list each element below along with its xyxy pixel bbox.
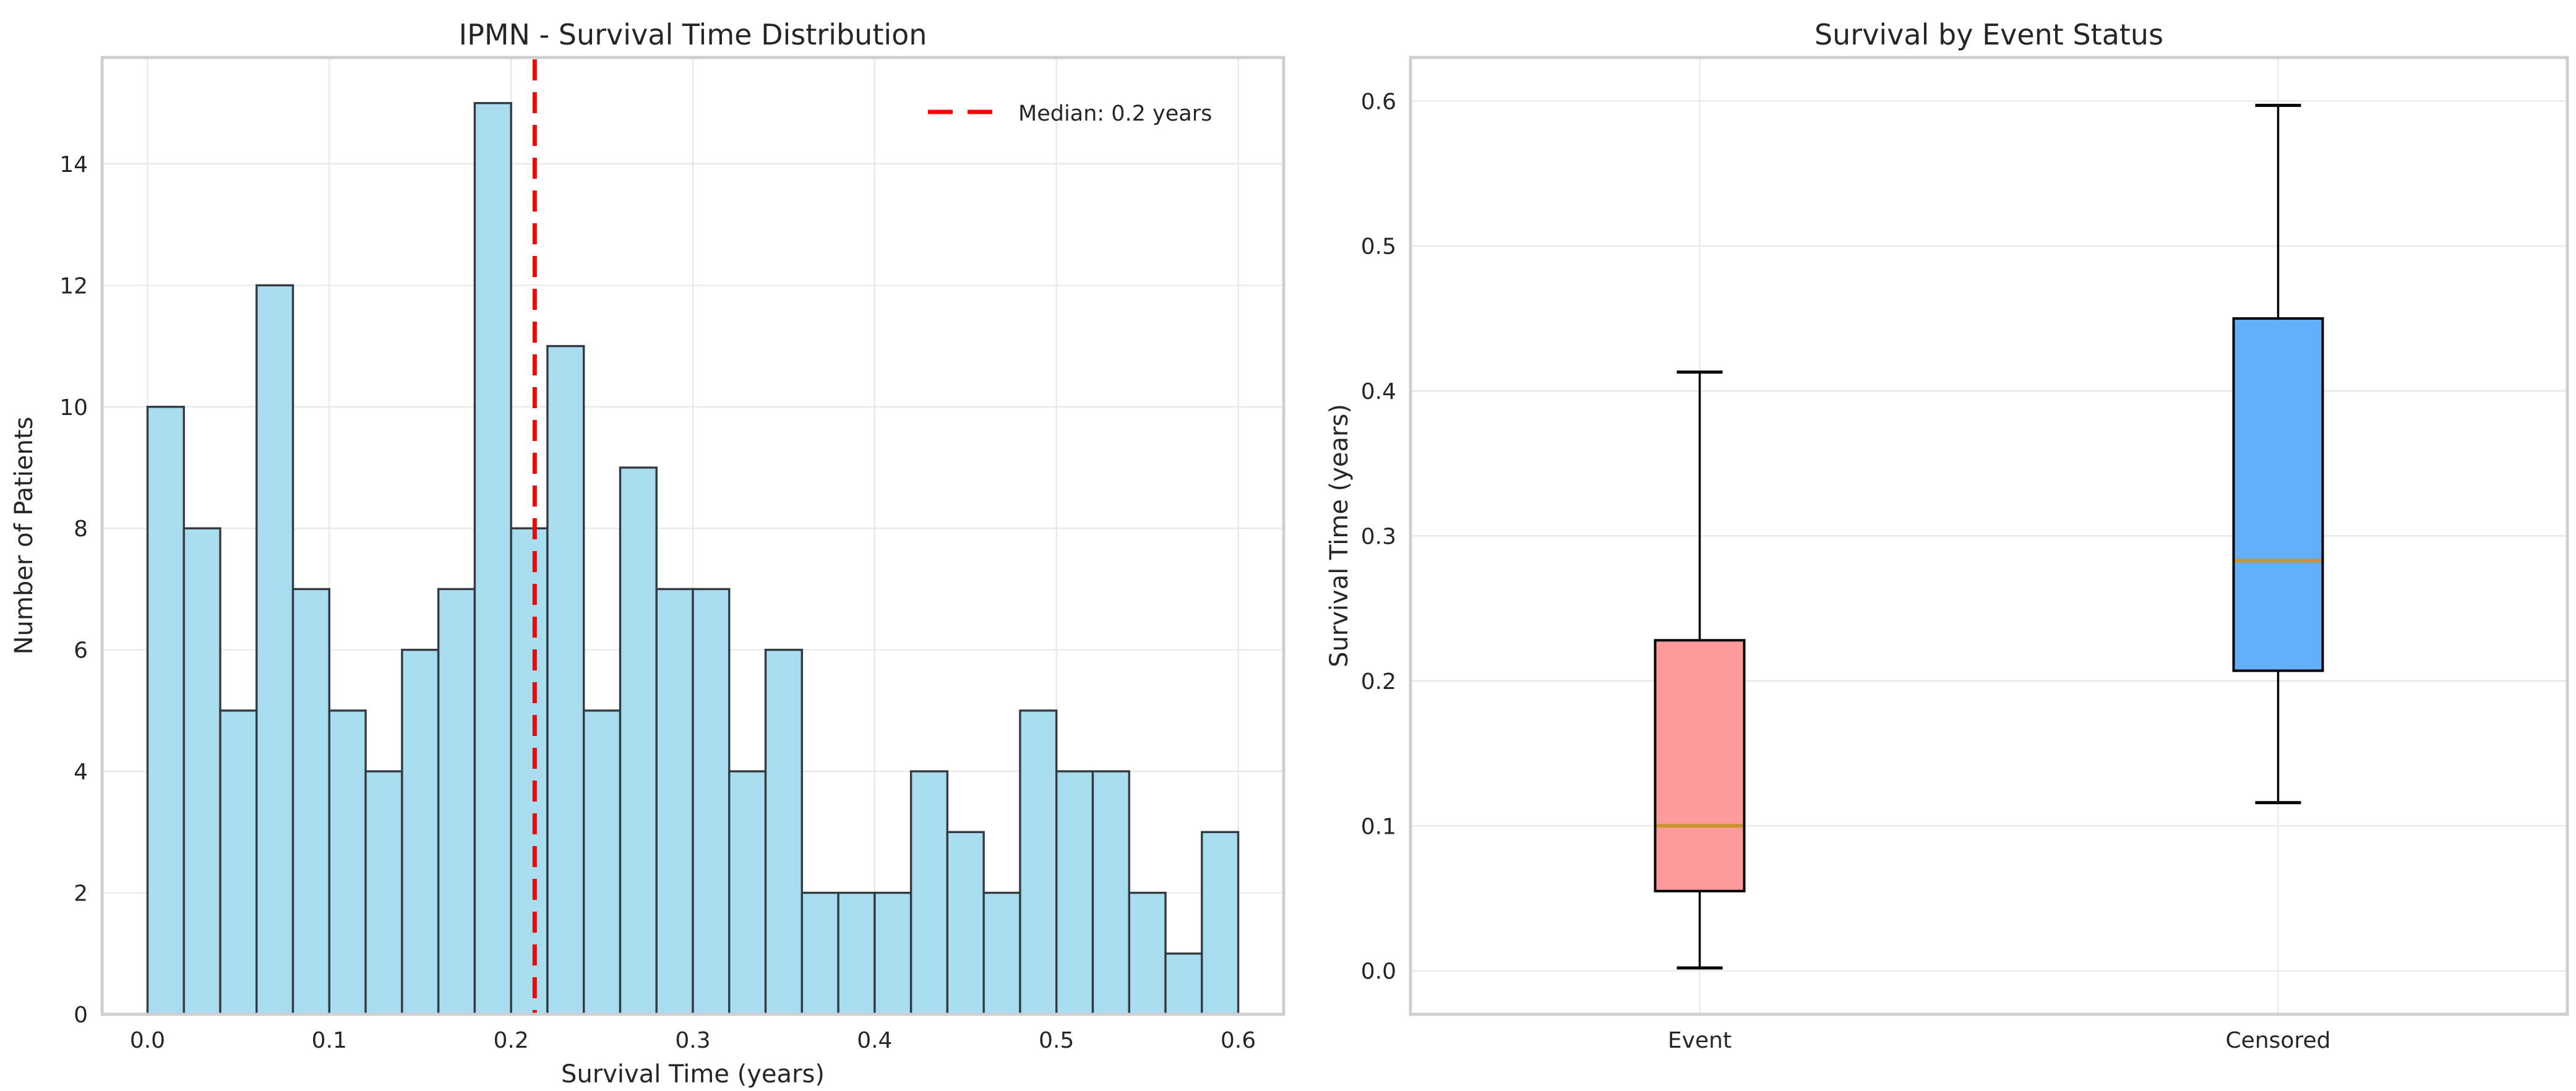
histogram-bar: [437, 588, 476, 1016]
boxplot-y-axis-label: Survival Time (years): [1325, 404, 1354, 667]
histogram-bar: [837, 891, 876, 1016]
histogram-svg: 0.0 0.1 0.2 0.3 0.4 0.5 0.6 0 2 4 6 8 10 12 14 IPMN - …: [10, 18, 1286, 1089]
y-tick-label: 0.5: [1361, 234, 1396, 260]
histogram-x-axis-label: Survival Time (years): [561, 1060, 825, 1089]
histogram-bar: [1128, 891, 1167, 1016]
boxplot-svg: Event Censored 0.0 0.1 0.2 0.3 0.4 0.5 0.6 Survi…: [1325, 18, 2569, 1053]
histogram-bar: [219, 709, 258, 1016]
y-tick-label: 0.2: [1361, 669, 1396, 695]
histogram-bar: [546, 344, 585, 1016]
histogram-bar: [364, 770, 403, 1016]
histogram-bar: [1164, 952, 1203, 1016]
category-label-event: Event: [1668, 1028, 1732, 1053]
histogram-bar: [510, 527, 549, 1016]
histogram-bar: [764, 648, 804, 1016]
histogram-bar: [655, 588, 694, 1016]
y-tick-label: 12: [59, 273, 88, 299]
histogram-y-axis-label: Number of Patients: [10, 417, 38, 655]
histogram-bar: [182, 527, 221, 1016]
histogram-bar: [401, 648, 440, 1016]
y-tick-label: 0.0: [1361, 959, 1396, 985]
histogram-title: IPMN - Survival Time Distribution: [459, 18, 927, 51]
boxplot-title: Survival by Event Status: [1814, 18, 2163, 51]
y-tick-label: 0: [74, 1003, 88, 1028]
histogram-bar: [1019, 709, 1058, 1016]
histogram-bar: [1055, 770, 1094, 1016]
histogram-bar: [728, 770, 767, 1016]
y-tick-label: 4: [74, 759, 88, 785]
y-tick-label: 2: [74, 881, 88, 907]
x-tick-label: 0.4: [857, 1028, 892, 1053]
x-tick-label: 0.1: [312, 1028, 347, 1053]
boxplot-panel: Event Censored 0.0 0.1 0.2 0.3 0.4 0.5 0.6 Survi…: [1299, 0, 2576, 1091]
histogram-plot-group: 0.0 0.1 0.2 0.3 0.4 0.5 0.6 0 2 4 6 8 10 12 14: [59, 56, 1286, 1053]
histogram-bar: [582, 709, 622, 1016]
histogram-panel: 0.0 0.1 0.2 0.3 0.4 0.5 0.6 0 2 4 6 8 10 12 14 IPMN - …: [10, 18, 1286, 1089]
histogram-bar: [328, 709, 367, 1016]
y-tick-label: 0.1: [1361, 814, 1396, 839]
category-label-censored: Censored: [2226, 1028, 2331, 1053]
histogram-bar: [1201, 831, 1240, 1016]
y-tick-label: 10: [59, 395, 88, 421]
box-censored: [2232, 317, 2324, 672]
plot-border: [1409, 56, 2569, 1016]
y-tick-label: 8: [74, 516, 88, 542]
histogram-bar: [801, 891, 839, 1016]
histogram-bar: [255, 284, 294, 1016]
histogram-bar: [692, 588, 731, 1016]
box-event: [1654, 639, 1746, 892]
histogram-bar: [946, 831, 985, 1016]
x-tick-label: 0.3: [675, 1028, 710, 1053]
boxplot-plot-group: Event Censored 0.0 0.1 0.2 0.3 0.4 0.5 0.6: [1361, 56, 2569, 1053]
histogram-bar: [874, 891, 912, 1016]
x-tick-label: 0.2: [494, 1028, 529, 1053]
legend: Median: 0.2 years: [928, 101, 1212, 126]
histogram-bar: [146, 406, 185, 1016]
histogram-bar: [909, 770, 949, 1016]
y-tick-label: 0.3: [1361, 524, 1396, 550]
histogram-bar: [619, 466, 658, 1016]
y-tick-label: 6: [74, 638, 88, 664]
y-tick-label: 0.6: [1361, 89, 1396, 114]
histogram-bar: [982, 891, 1021, 1016]
y-tick-label: 14: [59, 152, 88, 178]
plot-border: [100, 56, 1286, 1016]
x-tick-label: 0.6: [1221, 1028, 1256, 1053]
legend-label: Median: 0.2 years: [1018, 101, 1212, 126]
y-tick-label: 0.4: [1361, 379, 1396, 404]
histogram-bar: [1091, 770, 1130, 1016]
histogram-bar: [473, 101, 512, 1016]
histogram-bar: [291, 588, 331, 1016]
x-tick-label: 0.5: [1039, 1028, 1074, 1053]
x-tick-label: 0.0: [130, 1028, 165, 1053]
